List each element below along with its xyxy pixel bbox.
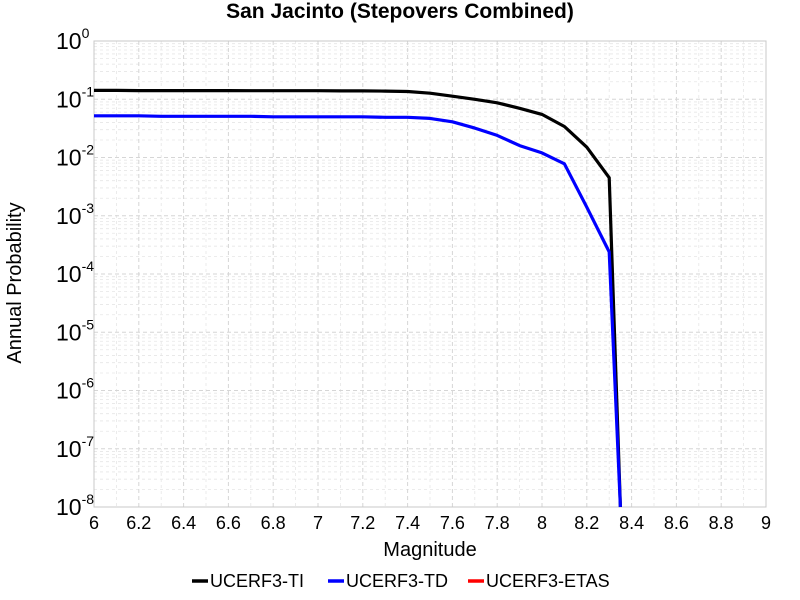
x-tick-label: 6.4 xyxy=(171,513,196,533)
x-tick-label: 8.8 xyxy=(709,513,734,533)
legend-label: UCERF3-TI xyxy=(210,571,304,591)
x-tick-label: 7 xyxy=(313,513,323,533)
legend: UCERF3-TI UCERF3-TD UCERF3-ETAS xyxy=(192,571,610,591)
y-tick-label: 10-4 xyxy=(56,258,94,287)
chart-title: San Jacinto (Stepovers Combined) xyxy=(226,0,574,23)
y-tick-label: 100 xyxy=(56,25,90,54)
x-axis-label: Magnitude xyxy=(383,539,476,561)
x-tick-label: 8 xyxy=(537,513,547,533)
plot-area-frame xyxy=(93,40,767,508)
x-tick-label: 7.2 xyxy=(350,513,375,533)
y-tick-labels: 100 10-1 10-2 10-3 10-4 10-5 10-6 10-7 10-8 xyxy=(56,25,94,520)
y-tick-label: 10-1 xyxy=(56,83,94,112)
y-tick-label: 10-3 xyxy=(56,200,94,229)
x-tick-label: 6.8 xyxy=(261,513,286,533)
x-tick-label: 8.6 xyxy=(664,513,689,533)
series-line-1 xyxy=(94,88,622,508)
legend-label: UCERF3-TD xyxy=(346,571,448,591)
y-tick-label: 10-8 xyxy=(56,491,94,520)
x-tick-label: 6.6 xyxy=(216,513,241,533)
x-tick-labels: 6 6.2 6.4 6.6 6.8 7 7.2 7.4 7.6 7.8 8 8.2 8.4 8.6 8.8 9 xyxy=(89,513,771,533)
x-tick-label: 8.4 xyxy=(619,513,644,533)
major-grid xyxy=(93,40,767,508)
series-lines xyxy=(94,88,622,508)
x-tick-label: 6.2 xyxy=(126,513,151,533)
x-tick-label: 7.8 xyxy=(485,513,510,533)
x-tick-label: 7.4 xyxy=(395,513,420,533)
series-line-2 xyxy=(94,114,622,508)
x-tick-label: 9 xyxy=(761,513,771,533)
legend-label: UCERF3-ETAS xyxy=(486,571,610,591)
x-tick-label: 8.2 xyxy=(574,513,599,533)
x-tick-label: 7.6 xyxy=(440,513,465,533)
x-tick-label: 6 xyxy=(89,513,99,533)
y-axis-label: Annual Probability xyxy=(4,202,26,363)
y-tick-label: 10-7 xyxy=(56,433,94,462)
minor-grid xyxy=(94,41,766,507)
y-tick-label: 10-2 xyxy=(56,142,94,171)
y-tick-label: 10-6 xyxy=(56,375,94,404)
y-tick-label: 10-5 xyxy=(56,316,94,345)
